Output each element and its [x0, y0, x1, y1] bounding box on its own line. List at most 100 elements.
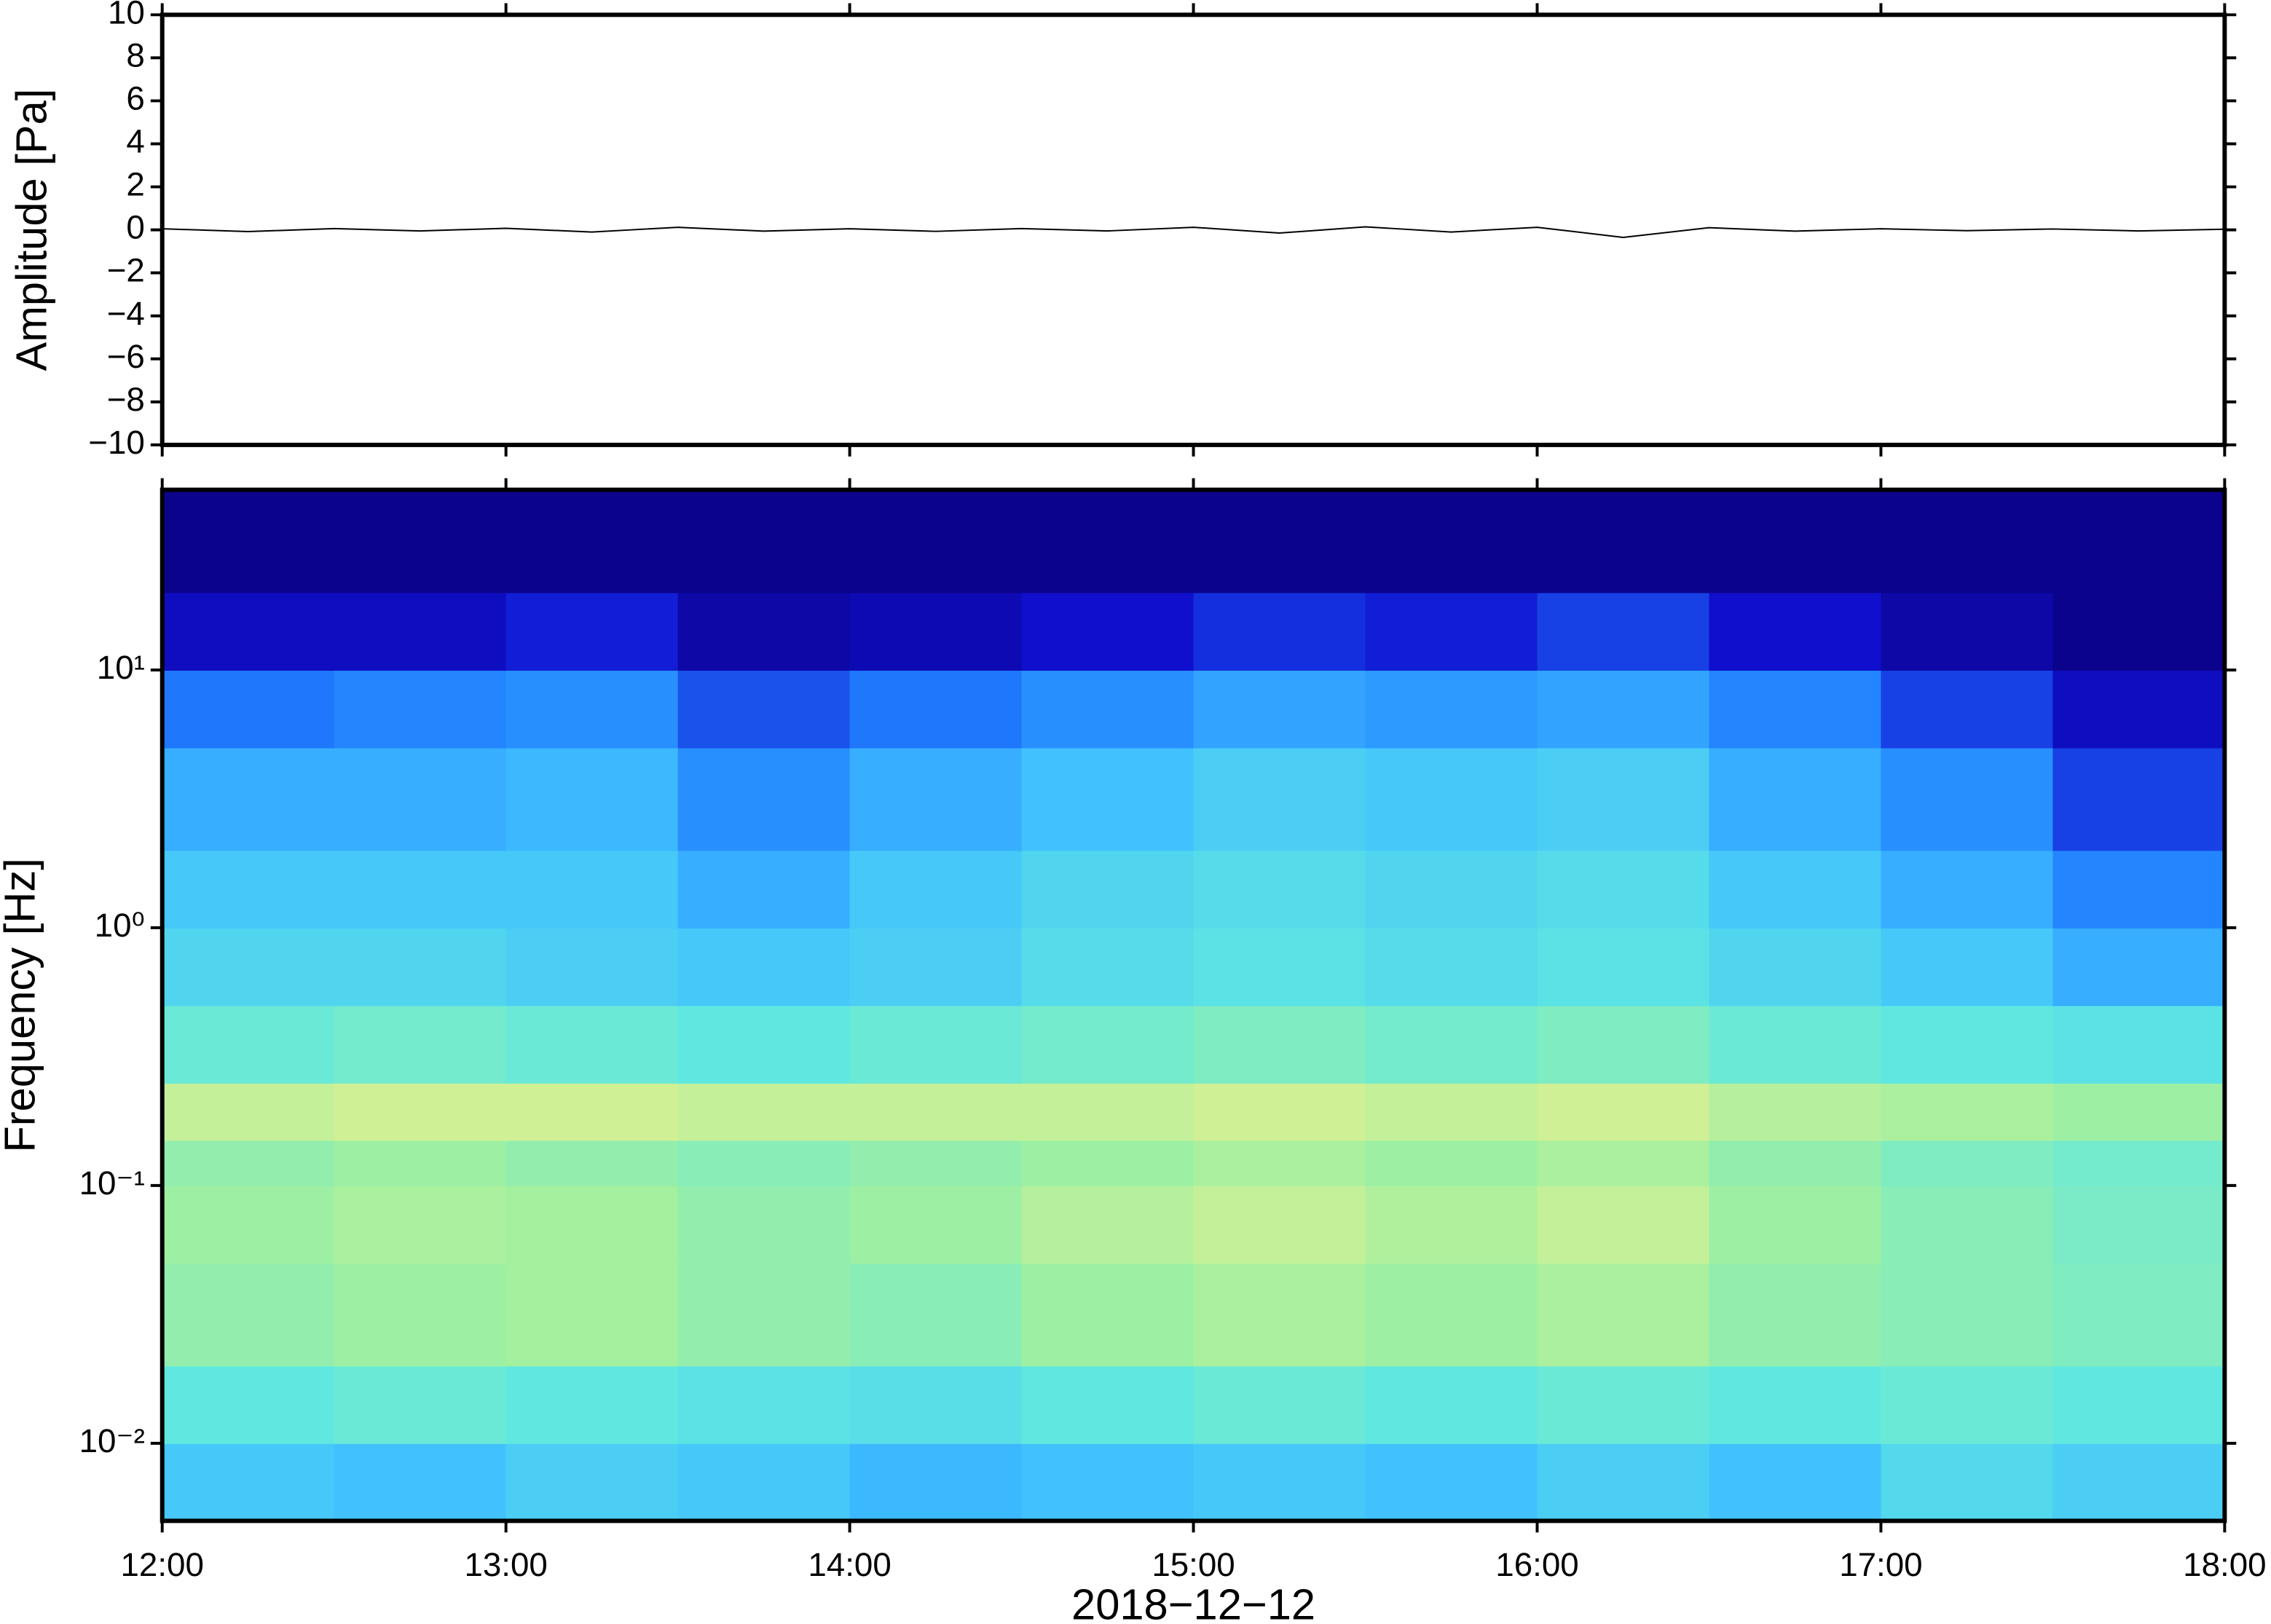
heat-cell — [1365, 669, 1538, 749]
heat-cell — [1021, 1443, 1194, 1522]
x-tick-label: 13:00 — [464, 1546, 547, 1583]
heat-cell — [334, 850, 507, 929]
heat-cell — [849, 669, 1023, 749]
y-tick-label: −4 — [107, 295, 145, 332]
heat-cell — [162, 1443, 335, 1522]
heat-cell — [1709, 1443, 1882, 1522]
heat-cell — [1537, 1443, 1710, 1522]
y-tick-label: −6 — [107, 338, 145, 375]
heat-cell — [849, 1005, 1023, 1084]
heat-cell — [1021, 747, 1194, 851]
heat-cell — [1709, 850, 1882, 929]
x-tick-label: 15:00 — [1152, 1546, 1235, 1583]
heat-cell — [1365, 1083, 1538, 1141]
heat-cell — [1365, 1185, 1538, 1264]
heat-cell — [849, 1185, 1023, 1264]
heat-cell — [162, 1140, 335, 1186]
heat-cell — [162, 747, 335, 851]
heat-cell — [1709, 1263, 1882, 1367]
heat-cell — [1021, 669, 1194, 749]
y-tick-label: 10¹ — [97, 649, 145, 686]
heat-cell — [677, 1365, 851, 1444]
heat-cell — [334, 1185, 507, 1264]
heat-cell — [849, 1140, 1023, 1186]
y-tick-label: 10 — [108, 0, 145, 31]
x-tick-label: 12:00 — [121, 1546, 204, 1583]
heat-cell — [677, 592, 851, 671]
heat-cell — [505, 1185, 679, 1264]
y-tick-label: 8 — [126, 36, 144, 74]
heat-cell — [1537, 1365, 1710, 1444]
heat-cell — [1709, 669, 1882, 749]
heat-cell — [1537, 669, 1710, 749]
heat-cell — [505, 1083, 679, 1141]
heat-cell — [1881, 1083, 2054, 1141]
heat-cell — [1537, 489, 1710, 594]
heat-cell — [505, 592, 679, 671]
heat-cell — [1021, 489, 1194, 594]
heat-cell — [2052, 1365, 2226, 1444]
heat-cell — [677, 1185, 851, 1264]
heat-cell — [1709, 489, 1882, 594]
y-tick-label: 0 — [126, 209, 144, 246]
heat-cell — [1193, 850, 1366, 929]
heat-cell — [1881, 1443, 2054, 1522]
heat-cell — [162, 850, 335, 929]
heat-cell — [1193, 927, 1366, 1006]
heat-cell — [1365, 1365, 1538, 1444]
heat-cell — [1365, 489, 1538, 594]
heat-cell — [505, 669, 679, 749]
heat-cell — [1365, 927, 1538, 1006]
heat-cell — [2052, 927, 2226, 1006]
heat-cell — [162, 592, 335, 671]
heat-cell — [334, 669, 507, 749]
heat-cell — [1021, 1185, 1194, 1264]
heat-cell — [334, 489, 507, 594]
heat-cell — [1365, 592, 1538, 671]
x-tick-label: 16:00 — [1495, 1546, 1578, 1583]
heat-cell — [505, 1365, 679, 1444]
heat-cell — [1537, 1005, 1710, 1084]
heat-cell — [1365, 850, 1538, 929]
y-tick-label: −2 — [107, 252, 145, 289]
x-tick-label: 17:00 — [1839, 1546, 1922, 1583]
y-axis-label: Frequency [Hz] — [0, 858, 44, 1152]
x-axis-label: 2018−12−12 — [1071, 1580, 1315, 1624]
heat-cell — [1193, 1005, 1366, 1084]
heat-cell — [1537, 592, 1710, 671]
heat-cell — [162, 1365, 335, 1444]
heat-cell — [849, 1365, 1023, 1444]
heat-cell — [1881, 1263, 2054, 1367]
heat-cell — [162, 669, 335, 749]
heat-cell — [1709, 592, 1882, 671]
heat-cell — [2052, 1140, 2226, 1186]
heat-cell — [1881, 489, 2054, 594]
heat-cell — [1709, 1185, 1882, 1264]
heat-cell — [2052, 1263, 2226, 1367]
heat-cell — [505, 927, 679, 1006]
heat-cell — [2052, 1083, 2226, 1141]
heat-cell — [1537, 1140, 1710, 1186]
heat-cell — [1365, 1443, 1538, 1522]
heat-cell — [334, 1443, 507, 1522]
x-tick-label: 18:00 — [2183, 1546, 2266, 1583]
heat-cell — [1365, 747, 1538, 851]
heat-cell — [334, 1263, 507, 1367]
heat-cell — [1881, 1005, 2054, 1084]
heat-cell — [1709, 1140, 1882, 1186]
heat-cell — [1709, 1005, 1882, 1084]
heat-cell — [505, 1443, 679, 1522]
heat-cell — [1881, 592, 2054, 671]
heat-cell — [505, 1263, 679, 1367]
heat-cell — [1193, 1185, 1366, 1264]
heat-cell — [1709, 747, 1882, 851]
heat-cell — [1537, 1185, 1710, 1264]
heat-cell — [2052, 1443, 2226, 1522]
heat-cell — [1193, 1365, 1366, 1444]
heat-cell — [2052, 747, 2226, 851]
y-tick-label: 10⁰ — [95, 907, 145, 944]
heat-cell — [1021, 1365, 1194, 1444]
heat-cell — [849, 489, 1023, 594]
heat-cell — [1193, 1443, 1366, 1522]
heat-cell — [334, 1005, 507, 1084]
